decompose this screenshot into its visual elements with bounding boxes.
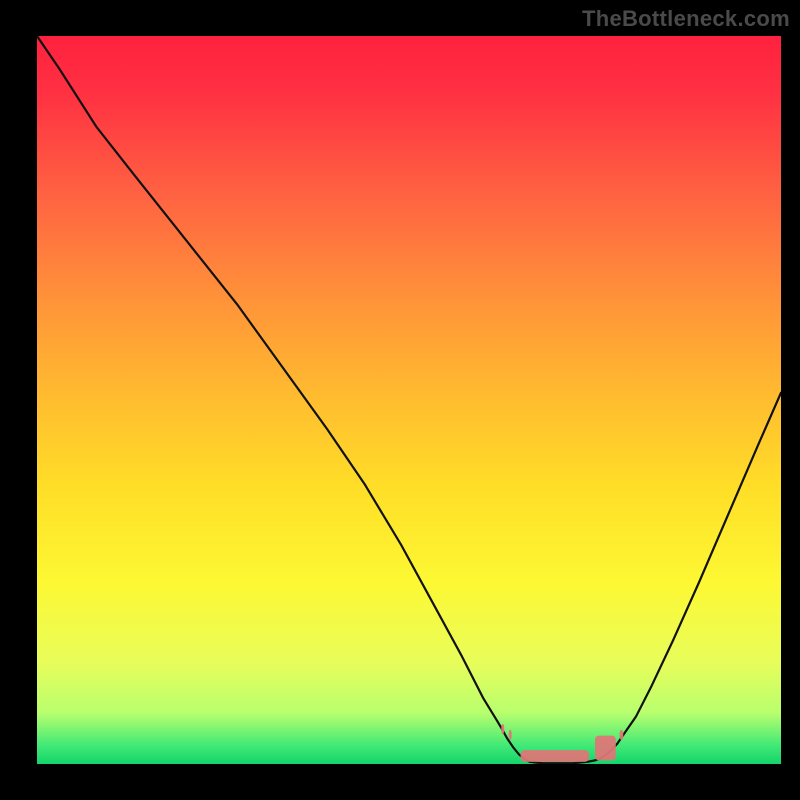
- marker-segment: [521, 750, 589, 762]
- plot-area: [37, 36, 781, 764]
- gradient-background: [37, 36, 781, 764]
- chart-svg: [37, 36, 781, 764]
- marker-segment: [620, 730, 624, 740]
- marker-segment: [509, 730, 512, 740]
- bottleneck-chart: TheBottleneck.com: [0, 0, 800, 800]
- attribution-watermark: TheBottleneck.com: [582, 6, 790, 32]
- marker-segment: [501, 724, 504, 734]
- marker-segment: [595, 736, 616, 761]
